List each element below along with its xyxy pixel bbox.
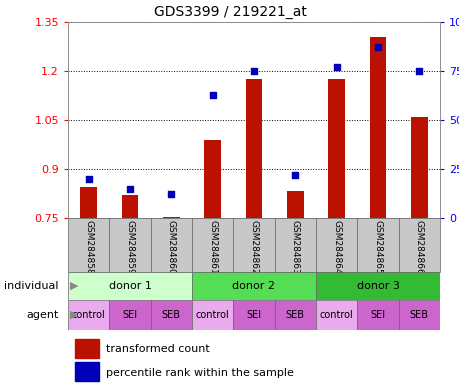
Text: individual: individual [4,281,59,291]
Text: GSM284863: GSM284863 [290,220,299,275]
Point [126,185,134,192]
Bar [151,300,191,330]
Bar [398,218,439,272]
Point [85,176,92,182]
Bar [369,37,386,218]
Bar [315,272,439,300]
Text: GSM284864: GSM284864 [331,220,341,274]
Text: SEB: SEB [285,310,304,320]
Text: GSM284861: GSM284861 [208,220,217,275]
Bar [233,300,274,330]
Text: GSM284862: GSM284862 [249,220,258,274]
Bar [357,218,398,272]
Text: agent: agent [26,310,59,320]
Bar [315,300,357,330]
Text: percentile rank within the sample: percentile rank within the sample [106,367,293,377]
Text: GDS3399 / 219221_at: GDS3399 / 219221_at [153,5,306,19]
Text: GSM284860: GSM284860 [167,220,175,275]
Bar [68,272,191,300]
Bar [122,195,138,218]
Point [167,191,174,197]
Point [291,172,298,178]
Bar [410,117,427,218]
Bar [191,218,233,272]
Text: GSM284866: GSM284866 [414,220,423,275]
Text: control: control [72,310,105,320]
Text: GSM284858: GSM284858 [84,220,93,275]
Bar [109,218,151,272]
Bar [68,300,109,330]
Text: GSM284859: GSM284859 [125,220,134,275]
Text: donor 2: donor 2 [232,281,275,291]
Bar [245,79,262,218]
Bar [75,362,99,381]
Text: SEI: SEI [246,310,261,320]
Text: donor 1: donor 1 [108,281,151,291]
Text: SEB: SEB [409,310,428,320]
Text: donor 3: donor 3 [356,281,398,291]
Bar [191,300,233,330]
Point [332,64,340,70]
Bar [274,300,315,330]
Text: control: control [196,310,229,320]
Bar [315,218,357,272]
Bar [162,217,179,218]
Text: SEB: SEB [162,310,180,320]
Bar [191,272,315,300]
Bar [68,218,109,272]
Text: control: control [319,310,353,320]
Bar [75,339,99,358]
Point [208,91,216,98]
Bar [286,191,303,218]
Bar [357,300,398,330]
Bar [328,79,344,218]
Text: SEI: SEI [122,310,137,320]
Bar [233,218,274,272]
Text: ▶: ▶ [70,281,78,291]
Point [374,45,381,51]
Bar [151,218,191,272]
Text: GSM284865: GSM284865 [373,220,382,275]
Bar [204,140,220,218]
Bar [80,187,97,218]
Point [415,68,422,74]
Text: transformed count: transformed count [106,344,209,354]
Bar [274,218,315,272]
Bar [398,300,439,330]
Text: ▶: ▶ [70,310,78,320]
Point [250,68,257,74]
Bar [109,300,151,330]
Text: SEI: SEI [369,310,385,320]
